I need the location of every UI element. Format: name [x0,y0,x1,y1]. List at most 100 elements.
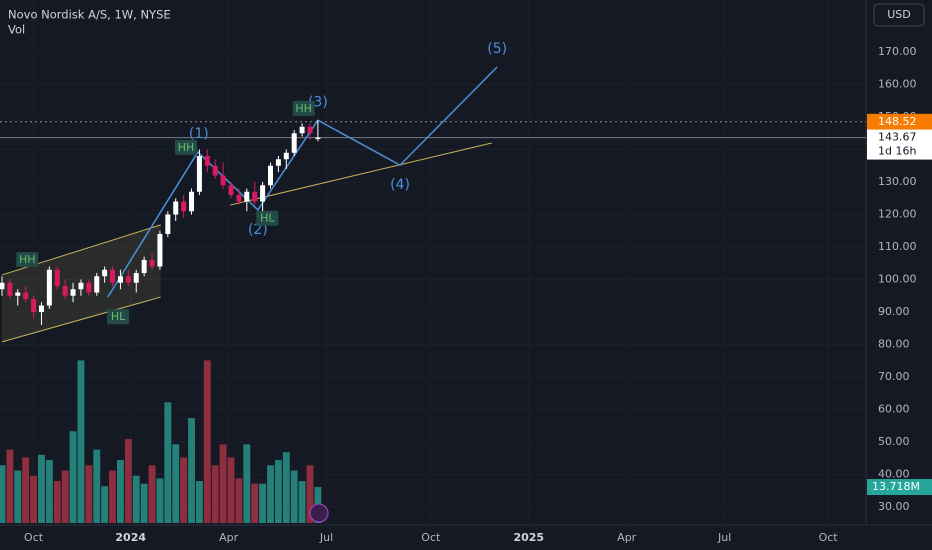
x-tick-label: 2024 [115,531,146,544]
volume-badge-bg [867,479,932,496]
last-price: 143.67 [878,131,917,144]
volume-bar [290,470,298,523]
channel-line [1,296,161,343]
y-tick-label: 80.00 [878,338,910,351]
candle-body [125,276,131,283]
tag-label: HH [178,141,195,154]
x-tick-label: Jul [319,531,333,544]
candle-body [275,159,281,166]
candle-body [70,289,76,296]
volume-bar [282,452,290,523]
candle-body [141,260,147,273]
volume-legend: Vol [8,23,25,37]
volume-bar [132,475,140,523]
candle-body [196,156,202,192]
candle-body [299,126,305,134]
candle-body [283,152,289,160]
volume-bar [101,486,109,523]
tag-label: HL [111,310,126,323]
y-tick-label: 110.00 [878,240,917,253]
volume-bar [251,483,259,523]
volume-bar [53,481,61,523]
volume-bar [85,465,93,523]
volume-bar [211,465,219,523]
candle-body [15,292,21,296]
candle-body [181,201,187,212]
candle-body [315,137,321,140]
volume-bar [164,402,172,523]
volume-bar [38,454,45,523]
wave-label: (2) [248,222,268,238]
x-tick-label: Apr [617,531,637,544]
volume-bar [77,360,85,523]
volume-bar [203,360,211,523]
volume-bar [93,449,101,523]
x-tick-label: 2025 [513,531,544,544]
tag-label: HH [295,102,312,115]
tag-box [256,210,279,226]
x-tick-label: Apr [219,531,239,544]
y-tick-label: 60.00 [878,403,910,416]
y-tick-label: 130.00 [878,175,917,188]
volume-bar [180,457,188,523]
axes: 30.00 40.00 50.00 60.00 70.00 80.00 90.00 100.0… [24,45,932,544]
volume-bar [0,465,6,523]
y-tick-label: 160.00 [878,78,917,91]
trend-line [230,142,492,206]
candle-body [102,269,108,277]
last-price-bg [867,129,932,160]
volume-bar [22,457,30,523]
candles [0,120,321,325]
volume-bar [61,470,69,523]
tag-box [292,100,315,116]
volume-bar [124,439,132,523]
logo[interactable] [309,503,329,523]
candle-body [307,126,313,134]
volume-bar [306,465,314,523]
candle-body [46,269,52,306]
candle-body [236,195,242,202]
x-tick-label: Oct [819,531,839,544]
candle-body [173,201,179,215]
currency-button[interactable] [873,3,925,27]
volume-bar [45,460,53,523]
volume-pane [0,360,322,523]
y-tick-label: 40.00 [878,468,910,481]
x-tick-label: Oct [421,531,441,544]
volume-bar [274,460,282,523]
tag-label: HL [260,212,275,225]
tag-box [16,252,39,267]
candle-body [38,305,44,312]
candle-body [86,282,92,293]
volume-bar [30,475,38,523]
countdown: 1d 16h [878,145,916,158]
candle-body [244,191,250,202]
wave-line [107,66,498,298]
volume-bar [243,444,251,523]
candle-body [78,282,84,290]
candle-body [94,276,100,293]
volume-bar [156,478,164,523]
y-tick-label: 90.00 [878,305,910,318]
y-tick-label: 30.00 [878,500,910,513]
y-tick-label: 170.00 [878,45,917,58]
volume-bar [140,483,148,523]
candle-body [157,234,163,267]
volume-bar [109,470,116,523]
x-tick-label: Jul [717,531,731,544]
volume-bar [6,449,14,523]
candle-body [220,175,226,186]
candle-body [165,214,171,234]
wave-label: (4) [390,177,410,193]
y-tick-label: 100.00 [878,273,917,286]
volume-badge: 13.718M [872,480,920,493]
volume-bar [227,457,235,523]
candle-body [149,260,155,267]
y-tick-label: 50.00 [878,435,910,448]
currency[interactable]: USD [887,8,911,21]
candle-body [117,276,123,283]
wave-label: (5) [487,41,507,57]
candle-body [252,191,258,202]
candle-body [110,269,116,283]
